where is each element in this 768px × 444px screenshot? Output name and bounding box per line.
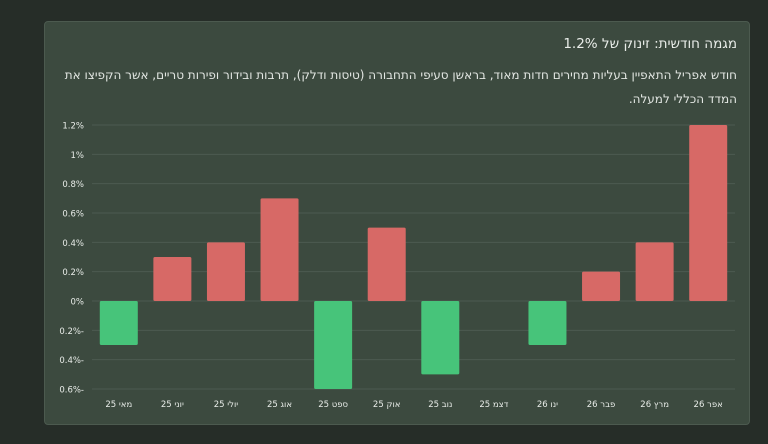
x-tick-label: אוג 25 xyxy=(267,400,292,410)
bar xyxy=(635,242,674,301)
x-tick-label: אוק 25 xyxy=(373,400,401,410)
x-tick-label: אפר 26 xyxy=(694,400,723,410)
bar xyxy=(367,227,406,301)
bar xyxy=(582,271,621,301)
y-tick-label: 0.2%- xyxy=(59,327,84,337)
chart-title: מגמה חודשית: זינוק של 1.2% xyxy=(563,36,737,52)
y-tick-label: 0.4%- xyxy=(59,356,84,366)
y-tick-label: 1% xyxy=(71,151,85,161)
bar xyxy=(314,301,353,389)
y-tick-label: 0% xyxy=(71,298,85,308)
bar xyxy=(421,301,460,375)
x-tick-label: יוני 25 xyxy=(161,400,184,410)
chart-subtitle: חודש אפריל התאפיין בעליות מחירים חדות מא… xyxy=(64,68,737,106)
bar xyxy=(260,198,299,301)
y-tick-label: 0.2% xyxy=(62,268,84,278)
bar xyxy=(528,301,567,345)
y-tick-label: 1.2% xyxy=(62,122,84,132)
bar xyxy=(153,257,192,301)
bar xyxy=(689,125,728,301)
x-tick-label: מרץ 26 xyxy=(640,400,669,410)
x-tick-label: יולי 25 xyxy=(214,400,239,410)
bar xyxy=(99,301,138,345)
x-tick-label: נוב 25 xyxy=(428,400,452,410)
x-tick-label: ספט 25 xyxy=(318,400,348,410)
x-tick-label: פבר 26 xyxy=(587,400,616,410)
chart-card: מגמה חודשית: זינוק של 1.2% חודש אפריל הת… xyxy=(44,21,750,425)
y-tick-label: 0.8% xyxy=(62,180,84,190)
y-tick-label: 0.4% xyxy=(62,239,84,249)
x-tick-label: דצמ 25 xyxy=(479,400,508,410)
y-tick-label: 0.6%- xyxy=(59,386,84,396)
y-tick-label: 0.6% xyxy=(62,210,84,220)
x-tick-label: מאי 25 xyxy=(105,400,132,410)
bar xyxy=(206,242,245,301)
x-tick-label: ינו 26 xyxy=(537,400,558,410)
